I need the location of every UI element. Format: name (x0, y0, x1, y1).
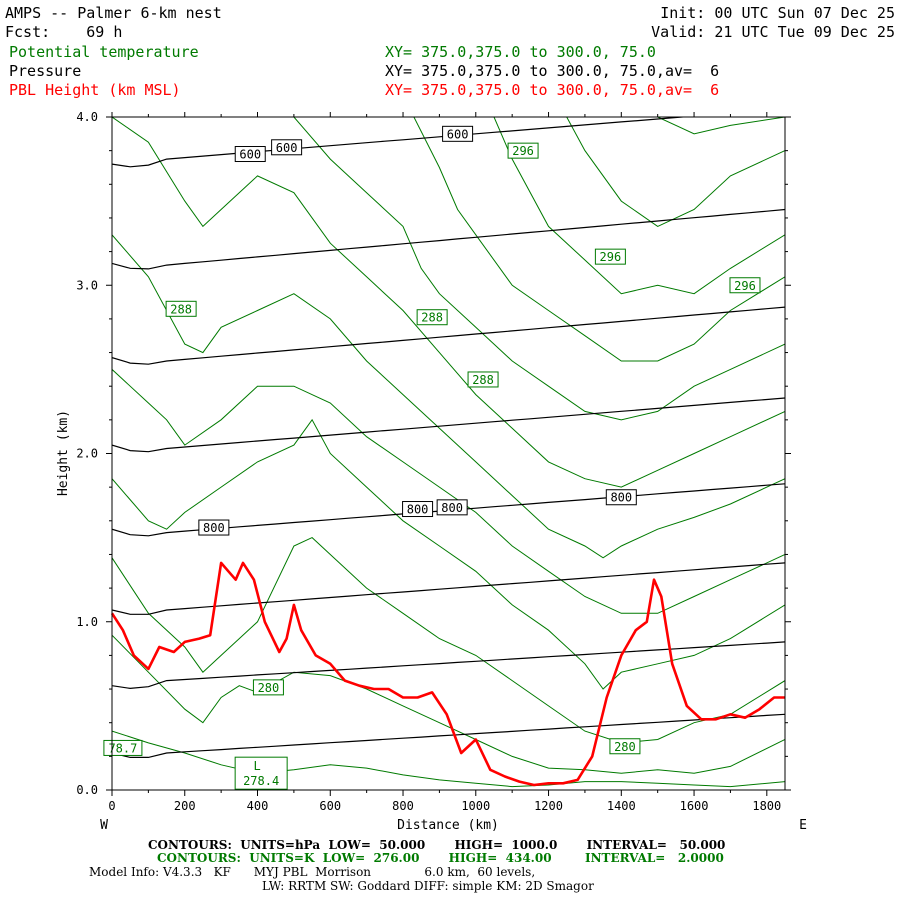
theta-label-3: 288 (170, 302, 192, 316)
pressure-label-1: 600 (276, 141, 298, 155)
plot-title: AMPS -- Palmer 6-km nest (5, 4, 222, 22)
low-marker-value: 278.4 (243, 774, 279, 788)
pressure-label-4-box (402, 501, 434, 518)
theta-label-4: 288 (421, 311, 443, 325)
x-tick-label-800: 800 (392, 799, 414, 813)
field-xy-pressure: XY= 375.0,375.0 to 300.0, 75.0,av= 6 (385, 62, 720, 80)
isobar-750 (112, 397, 785, 453)
pressure-label-3: 800 (203, 521, 225, 535)
init-time: Init: 00 UTC Sun 07 Dec 25 (660, 4, 895, 22)
theta-label-1: 296 (600, 250, 622, 264)
theta-label-0-box (507, 142, 539, 159)
x-tick-label-1800: 1800 (752, 799, 781, 813)
field-name-pbl: PBL Height (km MSL) (9, 81, 181, 99)
x-tick-label-1400: 1400 (607, 799, 636, 813)
pressure-label-2: 600 (447, 127, 469, 141)
field-xy-pbl: XY= 375.0,375.0 to 300.0, 75.0,av= 6 (385, 81, 720, 99)
theta-contour-286 (112, 369, 785, 614)
axes: 0 200 400 600 800 1000 1200 1400 1600 1800 0.0 1.0 2… (76, 110, 791, 813)
pressure-label-4: 800 (407, 503, 429, 517)
contour-labels: 600 600 600 800 800 800 800 296 296 296 288 288 288 2… (103, 125, 761, 790)
x-axis-label: Distance (km) (397, 818, 499, 833)
theta-label-7-box (609, 738, 641, 755)
y-tick-label-3: 3.0 (76, 278, 98, 292)
theta-contour-284 (112, 418, 785, 690)
theta-label-3-box (165, 300, 197, 317)
theta-label-4-box (416, 309, 448, 326)
pressure-label-3-box (198, 519, 230, 536)
model-info-2: LW: RRTM SW: Goddard DIFF: simple KM: 2D… (262, 879, 594, 893)
pbl-height-line (110, 561, 785, 787)
y-axis-label: Height (km) (56, 410, 71, 496)
pressure-label-5-box (436, 499, 468, 516)
pbl-height-curve (110, 561, 785, 787)
isobar-900 (112, 641, 785, 690)
theta-label-2: 296 (734, 279, 756, 293)
model-info: Model Info: V4.3.3 KF MYJ PBL Morrison 6… (89, 865, 536, 879)
forecast-hour: Fcst: 69 h (5, 23, 122, 41)
field-name-pressure: Pressure (9, 62, 82, 80)
pressure-label-6-box (605, 489, 637, 506)
theta-contour-298 (566, 117, 785, 227)
fcst-label: Fcst: (5, 23, 51, 41)
theta-contour-282 (112, 537, 785, 744)
plot-frame (111, 116, 786, 791)
theta-contour-292 (293, 117, 785, 421)
isobar-850 (112, 562, 785, 615)
theta-label-1-box (594, 248, 626, 265)
theta-label-8: 78.7 (108, 741, 137, 755)
pressure-contour-info: CONTOURS: UNITS=hPa LOW= 50.000 HIGH= 10… (148, 838, 726, 852)
isobar-700 (112, 306, 785, 365)
theta-contour-info: CONTOURS: UNITS=K LOW= 276.00 HIGH= 434.… (157, 851, 724, 865)
x-tick-label-600: 600 (319, 799, 341, 813)
theta-contour-294 (413, 117, 785, 362)
theta-contour-278 (112, 730, 785, 788)
theta-label-6-box (252, 679, 284, 696)
low-marker-letter: L (254, 759, 261, 773)
pressure-label-2-box (442, 125, 474, 142)
theta-label-2-box (729, 277, 761, 294)
theta-label-0: 296 (512, 144, 534, 158)
theta-contour-300 (657, 117, 785, 135)
pressure-label-1-box (271, 139, 303, 156)
x-tick-label-1200: 1200 (534, 799, 563, 813)
theta-label-5: 288 (472, 373, 494, 387)
pressure-label-5: 800 (441, 501, 463, 515)
pressure-label-0: 600 (239, 148, 261, 162)
y-tick-label-4: 4.0 (76, 110, 98, 124)
theta-contour-288 (112, 234, 785, 559)
theta-label-6: 280 (258, 681, 280, 695)
x-tick-label-1600: 1600 (680, 799, 709, 813)
theta-label-8-box (103, 739, 143, 756)
x-tick-label-1000: 1000 (461, 799, 490, 813)
pressure-label-6: 800 (610, 491, 632, 505)
theta-label-7: 280 (614, 740, 636, 754)
low-marker-box (234, 756, 288, 790)
theta-contour-290 (112, 117, 785, 488)
x-tick-label-200: 200 (174, 799, 196, 813)
theta-contours (112, 117, 785, 788)
east-label: E (799, 818, 807, 833)
theta-contour-296 (493, 117, 785, 295)
valid-time: Valid: 21 UTC Tue 09 Dec 25 (651, 23, 895, 41)
pressure-label-0-box (234, 146, 266, 163)
field-xy-theta: XY= 375.0,375.0 to 300.0, 75.0 (385, 43, 656, 61)
isobar-950 (112, 713, 785, 758)
isobar-650 (112, 208, 785, 270)
y-tick-label-1: 1.0 (76, 615, 98, 629)
x-tick-label-0: 0 (108, 799, 115, 813)
y-tick-label-0: 0.0 (76, 783, 98, 797)
theta-label-5-box (467, 371, 499, 388)
x-tick-label-400: 400 (247, 799, 269, 813)
field-name-theta: Potential temperature (9, 43, 199, 61)
theta-contour-280 (112, 634, 785, 774)
pressure-contours (112, 117, 785, 758)
west-label: W (100, 818, 108, 833)
y-tick-label-2: 2.0 (76, 447, 98, 461)
fcst-value: 69 h (86, 23, 123, 41)
